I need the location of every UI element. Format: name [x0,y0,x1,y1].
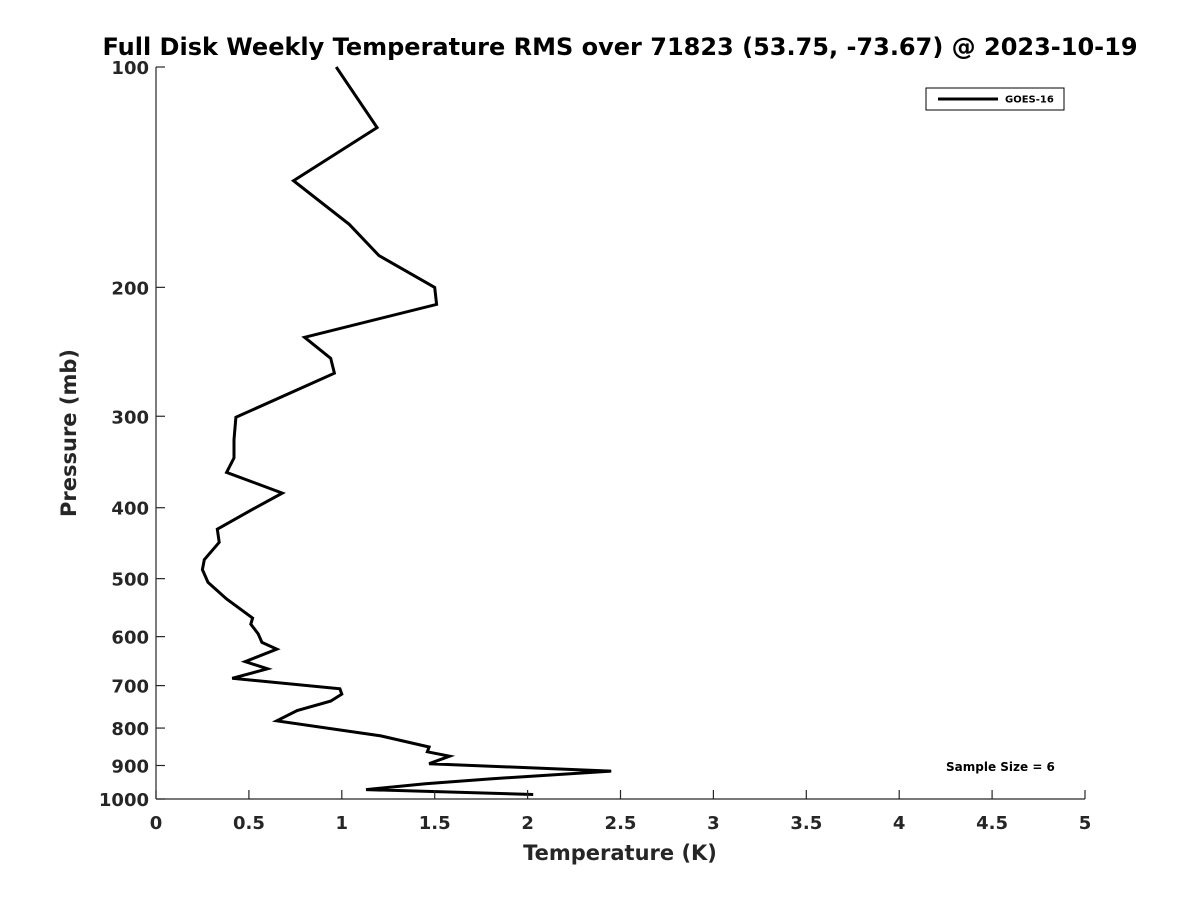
chart-title: Full Disk Weekly Temperature RMS over 71… [102,33,1137,61]
y-tick-label: 700 [111,677,149,698]
legend-label-goes-16: GOES-16 [1005,95,1054,106]
x-tick-label: 3.5 [790,813,822,834]
x-tick-label: 0 [150,813,163,834]
y-tick-label: 200 [111,278,149,299]
x-tick-label: 0.5 [233,813,265,834]
y-tick-label: 300 [111,407,149,428]
y-tick-label: 1000 [99,790,149,811]
y-tick-label: 800 [111,719,149,740]
y-tick-label: 600 [111,628,149,649]
series-line-goes-16 [200,66,612,796]
y-tick-label: 500 [111,570,149,591]
y-axis-label: Pressure (mb) [57,349,81,517]
sample-size-annotation: Sample Size = 6 [946,760,1055,774]
y-tick-label: 100 [111,58,149,79]
y-tick-label: 900 [111,757,149,778]
x-tick-label: 2.5 [605,813,637,834]
x-tick-label: 4.5 [976,813,1008,834]
y-tick-label: 400 [111,499,149,520]
y-axis-ticks: 100 200 300 400 500 600 700 800 900 1000 [99,58,165,811]
x-tick-label: 1 [336,813,349,834]
x-tick-label: 1.5 [419,813,451,834]
x-tick-label: 5 [1079,813,1092,834]
x-axis-ticks: 0 0.5 1 1.5 2 2.5 3 3.5 4 4.5 5 [150,790,1092,834]
x-tick-label: 4 [893,813,906,834]
x-axis-label: Temperature (K) [523,841,717,865]
legend: GOES-16 [925,87,1065,111]
x-tick-label: 3 [707,813,720,834]
x-tick-label: 2 [521,813,534,834]
